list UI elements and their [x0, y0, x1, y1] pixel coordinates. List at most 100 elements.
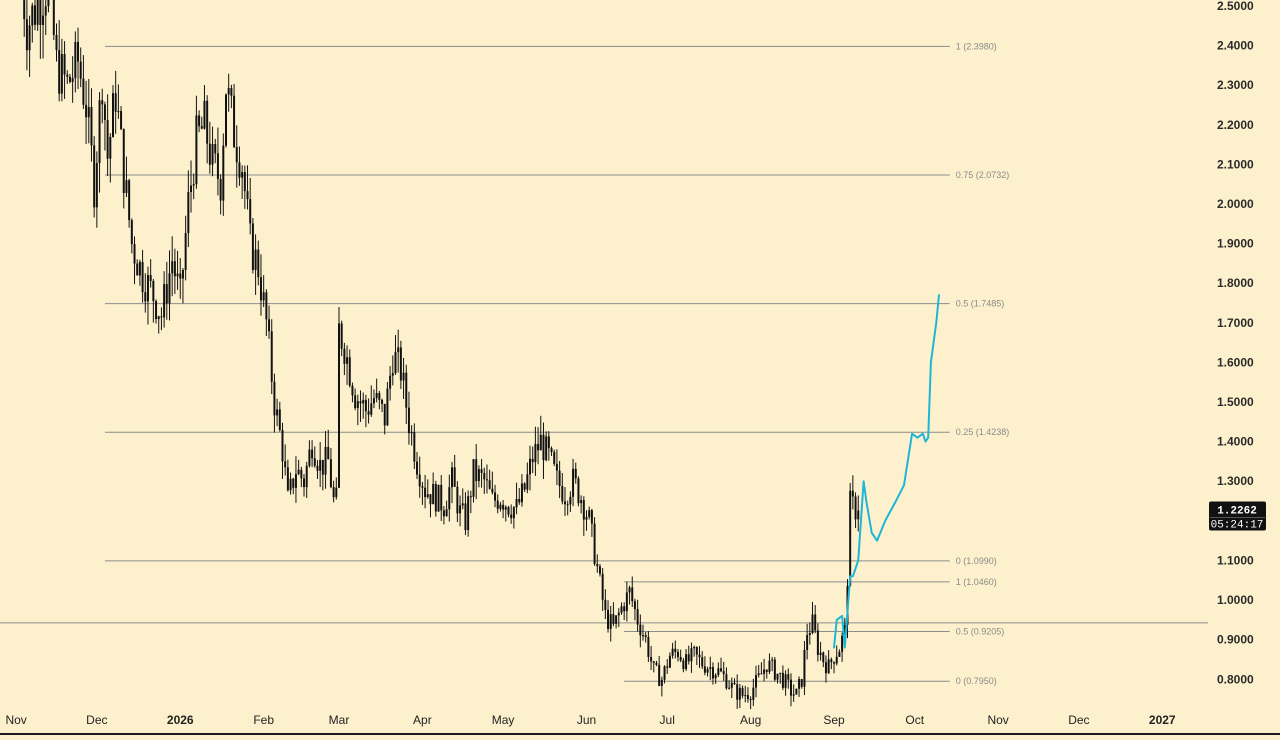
- candle-body: [695, 646, 698, 655]
- candle-body: [378, 393, 381, 400]
- candle-body: [752, 687, 755, 700]
- candle-body: [808, 633, 811, 636]
- candle-body: [138, 261, 141, 276]
- candle-body: [685, 654, 688, 670]
- candle-body: [789, 679, 792, 696]
- y-tick-label: 2.4000: [1217, 39, 1254, 53]
- candle-body: [372, 398, 375, 404]
- y-tick-label: 1.1000: [1217, 553, 1254, 567]
- candle-body: [141, 261, 144, 293]
- candle-body: [208, 143, 211, 165]
- candle-body: [362, 399, 365, 404]
- candle-body: [822, 652, 825, 663]
- candle-body: [725, 674, 728, 689]
- candle-body: [652, 661, 655, 663]
- candle-body: [838, 651, 841, 657]
- candle-body: [558, 470, 561, 487]
- x-tick-label: Mar: [329, 713, 350, 727]
- y-axis[interactable]: 2.5000 2.4000 2.3000 2.2000 2.1000 2.0000 1.90…: [1217, 0, 1254, 686]
- candle-body: [329, 459, 332, 488]
- candle-body: [276, 409, 279, 416]
- candle-body: [531, 458, 534, 463]
- candle-body: [214, 144, 217, 154]
- candle-body: [776, 673, 779, 680]
- fib-retracement-layer[interactable]: 1 (2.3980) 0.75 (2.0732) 0.5 (1.7485) 0.25 …: [104, 41, 1009, 686]
- x-tick-label: Oct: [905, 713, 924, 727]
- candle-body: [811, 614, 814, 634]
- candle-body: [598, 566, 601, 574]
- y-tick-label: 0.9000: [1217, 633, 1254, 647]
- candle-body: [294, 474, 297, 488]
- candle-body: [230, 88, 233, 96]
- candle-body: [397, 347, 400, 353]
- candle-body: [120, 111, 123, 130]
- candle-body: [321, 459, 324, 475]
- candle-body: [289, 478, 292, 491]
- candle-body: [660, 679, 663, 686]
- candle-body: [28, 25, 31, 51]
- candle-body: [300, 469, 303, 479]
- candle-body: [507, 507, 510, 515]
- candle-body: [176, 273, 179, 277]
- candle-body: [292, 478, 295, 488]
- candle-body: [755, 675, 758, 688]
- candle-body: [563, 501, 566, 505]
- candle-body: [367, 411, 370, 415]
- candle-body: [402, 372, 405, 381]
- x-tick-label: Nov: [987, 713, 1008, 727]
- candle-body: [768, 660, 771, 672]
- candle-body: [383, 403, 386, 426]
- candle-body: [499, 504, 502, 509]
- candle-body: [155, 300, 158, 320]
- candle-body: [23, 0, 26, 20]
- candle-body: [515, 498, 518, 508]
- candle-body: [413, 431, 416, 462]
- candle-body: [273, 381, 276, 416]
- candle-body: [857, 510, 860, 520]
- candle-body: [625, 592, 628, 612]
- y-tick-label: 0.8000: [1217, 672, 1254, 686]
- candle-body: [337, 323, 340, 488]
- y-tick-label: 1.7000: [1217, 316, 1254, 330]
- candle-body: [93, 145, 96, 208]
- x-axis[interactable]: Nov Dec 2026 Feb Mar Apr May Jun Jul Aug Sep Oct Nov…: [5, 713, 1175, 727]
- candle-body: [472, 459, 475, 497]
- candle-body: [114, 93, 117, 112]
- candle-body: [706, 669, 709, 673]
- candle-body: [44, 6, 47, 16]
- y-tick-label: 1.4000: [1217, 435, 1254, 449]
- projection-layer: [833, 294, 940, 649]
- candle-body: [642, 635, 645, 637]
- candle-body: [246, 191, 249, 200]
- candle-body: [106, 119, 109, 159]
- candle-body: [429, 494, 432, 505]
- candle-body: [561, 486, 564, 502]
- candle-body: [601, 573, 604, 600]
- fib-lower-level-label: 0 (0.7950): [956, 676, 997, 686]
- candle-body: [682, 660, 685, 670]
- candle-body: [841, 635, 844, 652]
- x-tick-label: 2026: [167, 713, 194, 727]
- candle-body: [354, 395, 357, 409]
- candle-body: [849, 490, 852, 587]
- candle-body: [792, 694, 795, 696]
- candle-body: [798, 679, 801, 689]
- candle-body: [800, 679, 803, 687]
- candle-body: [781, 672, 784, 688]
- candle-body: [394, 352, 397, 374]
- candle-body: [190, 185, 193, 193]
- candle-body: [254, 249, 257, 270]
- candle-body: [68, 76, 71, 82]
- candle-body: [79, 61, 82, 79]
- candle-body: [195, 115, 198, 185]
- candle-body: [370, 403, 373, 415]
- x-tick-label: May: [492, 713, 515, 727]
- candle-body: [125, 180, 128, 193]
- candle-body: [101, 100, 104, 105]
- candle-body: [407, 407, 410, 434]
- candle-body: [485, 479, 488, 481]
- candle-body: [676, 651, 679, 658]
- candle-body: [243, 172, 246, 192]
